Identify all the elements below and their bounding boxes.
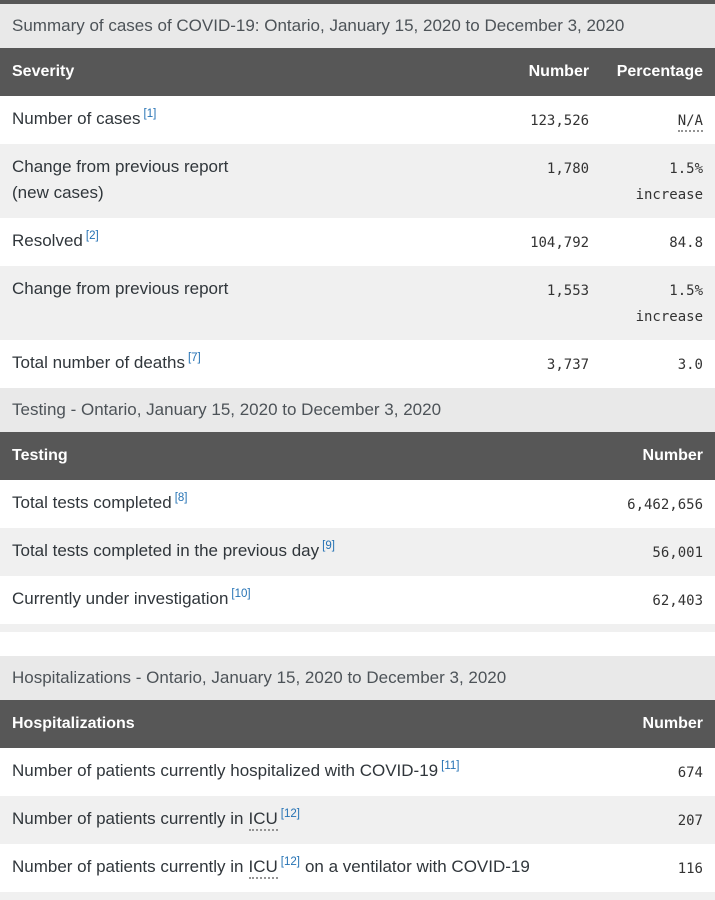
table-caption: Hospitalizations - Ontario, January 15, … [0, 656, 715, 700]
testing-cell: Total tests completed [8] [0, 480, 585, 528]
table-row: Change from previous report 1,553 1.5% in… [0, 266, 715, 340]
column-header-number: Number [489, 48, 602, 96]
table-row: Total tests completed [8] 6,462,656 [0, 480, 715, 528]
table-row: Number of cases [1] 123,526 N/A [0, 96, 715, 144]
number-cell: 62,403 [652, 593, 703, 609]
table-row: Total number of deaths [7] 3,737 3.0 [0, 340, 715, 388]
header-row: Hospitalizations Number [0, 700, 715, 748]
percentage-value: 1.5% [669, 283, 703, 299]
number-cell: 56,001 [652, 545, 703, 561]
row-label-line2: (new cases) [12, 183, 104, 202]
percentage-cell: 3.0 [677, 357, 703, 373]
number-cell: 6,462,656 [627, 497, 703, 513]
footnote-link[interactable]: [7] [187, 352, 201, 365]
severity-cell: Change from previous report [0, 266, 489, 340]
row-label: Change from previous report [12, 279, 229, 298]
percentage-direction: increase [635, 187, 703, 203]
percentage-value: 1.5% [669, 161, 703, 177]
column-header-testing: Testing [0, 432, 585, 480]
table-caption: Testing - Ontario, January 15, 2020 to D… [0, 388, 715, 432]
table-row: Number of patients currently in ICU [12] on… [0, 844, 715, 892]
number-cell: 1,553 [546, 283, 590, 299]
row-label: Number of patients currently in [12, 857, 244, 876]
row-label: Number of patients currently hospitalize… [12, 761, 439, 780]
table-row: Change from previous report (new cases) 1… [0, 144, 715, 218]
testing-cell: Currently under investigation [10] [0, 576, 585, 624]
row-label: Number of patients currently in [12, 809, 244, 828]
column-header-severity: Severity [0, 48, 490, 96]
hospitalizations-cell: Number of patients currently in ICU [12] [0, 796, 585, 844]
testing-cell: Total tests completed in the previous da… [0, 528, 585, 576]
table-row: Number of patients currently in ICU [12] 2… [0, 796, 715, 844]
header-row: Severity Number Percentage [0, 48, 715, 96]
percentage-cell: N/A [601, 96, 715, 144]
number-cell: 674 [677, 765, 703, 781]
severity-cell: Resolved [2] [0, 218, 489, 266]
header-row: Testing Number [0, 432, 715, 480]
hospitalizations-table: Hospitalizations - Ontario, January 15, … [0, 656, 715, 892]
table-caption: Summary of cases of COVID-19: Ontario, J… [0, 4, 715, 48]
footnote-link[interactable]: [12] [280, 856, 300, 869]
severity-cell: Change from previous report (new cases) [0, 144, 489, 218]
column-header-number: Number [585, 700, 715, 748]
column-header-number: Number [585, 432, 715, 480]
number-cell: 123,526 [530, 113, 590, 129]
footnote-link[interactable]: [9] [322, 540, 335, 553]
top-divider [0, 0, 715, 4]
table-row: Total tests completed in the previous da… [0, 528, 715, 576]
hospitalizations-cell: Number of patients currently in ICU [12] on… [0, 844, 585, 892]
row-label: Change from previous report [12, 157, 229, 176]
percentage-cell: 1.5% increase [601, 266, 715, 340]
column-header-percentage: Percentage [601, 48, 715, 96]
table-row: Resolved [2] 104,792 84.8 [0, 218, 715, 266]
number-cell: 207 [677, 813, 703, 829]
section-gap [0, 632, 715, 656]
severity-cell: Number of cases [1] [0, 96, 489, 144]
table-bottom-strip [0, 624, 715, 632]
number-cell: 3,737 [546, 357, 590, 373]
summary-of-cases-table: Summary of cases of COVID-19: Ontario, J… [0, 4, 715, 388]
percentage-cell: 1.5% increase [601, 144, 715, 218]
row-label-continued: on a ventilator with COVID-19 [304, 857, 530, 876]
row-label: Total tests completed [12, 493, 172, 512]
number-cell: 1,780 [546, 161, 590, 177]
row-label: Total tests completed in the previous da… [12, 541, 320, 560]
number-cell: 104,792 [530, 235, 590, 251]
number-cell: 116 [677, 861, 703, 877]
table-bottom-strip [0, 892, 715, 900]
testing-table: Testing - Ontario, January 15, 2020 to D… [0, 388, 715, 624]
footnote-link[interactable]: [10] [231, 588, 251, 601]
column-header-hospitalizations: Hospitalizations [0, 700, 585, 748]
percentage-direction: increase [635, 309, 703, 325]
na-abbreviation: N/A [677, 113, 703, 132]
table-row: Currently under investigation [10] 62,403 [0, 576, 715, 624]
footnote-link[interactable]: [11] [441, 760, 460, 773]
percentage-cell: 84.8 [669, 235, 703, 251]
row-label: Total number of deaths [12, 353, 185, 372]
row-label: Number of cases [12, 109, 141, 128]
icu-abbreviation: ICU [248, 809, 278, 831]
row-label: Resolved [12, 231, 83, 250]
hospitalizations-cell: Number of patients currently hospitalize… [0, 748, 585, 796]
icu-abbreviation: ICU [248, 857, 278, 879]
severity-cell: Total number of deaths [7] [0, 340, 489, 388]
footnote-link[interactable]: [8] [174, 492, 188, 505]
footnote-link[interactable]: [2] [85, 230, 99, 243]
row-label: Currently under investigation [12, 589, 229, 608]
table-row: Number of patients currently hospitalize… [0, 748, 715, 796]
footnote-link[interactable]: [12] [280, 808, 300, 821]
footnote-link[interactable]: [1] [143, 108, 157, 121]
